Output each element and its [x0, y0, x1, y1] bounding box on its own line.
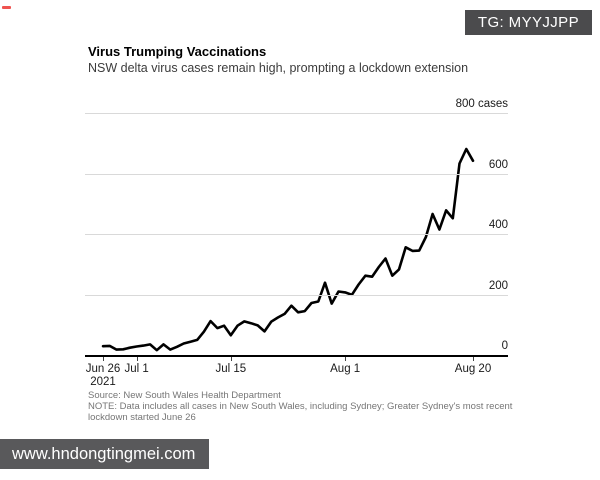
x-axis-sublabel-text: 2021 [90, 376, 116, 388]
x-axis-label: Jun 26 2021 [86, 363, 121, 389]
case-line [101, 147, 475, 352]
x-tick-mark [345, 357, 347, 361]
chart-title: Virus Trumping Vaccinations [88, 44, 267, 59]
plot-area: 800 cases 600 400 200 0 Jun 26 2021 Jul 1 Jul 15… [85, 98, 508, 388]
x-axis-label: Aug 20 [455, 363, 491, 376]
gridline-400 [85, 234, 508, 235]
red-corner-mark [2, 6, 11, 9]
x-axis-line [85, 355, 508, 357]
y-axis-label-200: 200 [488, 279, 508, 292]
source-line: Source: New South Wales Health Departmen… [88, 390, 281, 401]
x-axis-label-text: Aug 1 [330, 363, 361, 375]
chart-subtitle: NSW delta virus cases remain high, promp… [88, 61, 469, 75]
x-axis-label: Jul 1 [124, 363, 148, 376]
y-axis-label-600: 600 [488, 158, 508, 171]
x-tick-mark [136, 357, 138, 361]
gridline-600 [85, 173, 508, 175]
x-axis-label-text: Aug 20 [454, 363, 492, 375]
x-axis-label-text: Jun 26 [85, 363, 121, 375]
source-note: Source: New South Wales Health Departmen… [88, 390, 512, 423]
x-tick-mark [103, 357, 104, 361]
watermark-bar: www.hndongtingmei.com [0, 439, 210, 469]
gridline-200 [85, 294, 508, 296]
x-axis-label: Aug 1 [330, 363, 360, 376]
x-axis-label: Jul 15 [215, 363, 246, 376]
x-axis-label-text: Jul 1 [124, 363, 149, 375]
y-axis-label-0: 0 [501, 340, 508, 352]
note-line-1: NOTE: Data includes all cases in New Sou… [88, 401, 513, 412]
x-axis-label-text: Jul 15 [215, 363, 247, 375]
tg-badge: TG: MYYJJPP [464, 10, 592, 35]
x-tick-mark [473, 357, 474, 361]
case-line-chart [101, 147, 475, 352]
note-line-2: lockdown started June 26 [88, 412, 196, 423]
x-tick-mark [230, 357, 232, 361]
gridline-800 [85, 113, 508, 114]
y-axis-label-800: 800 cases [455, 98, 508, 110]
y-axis-label-400: 400 [488, 219, 508, 231]
